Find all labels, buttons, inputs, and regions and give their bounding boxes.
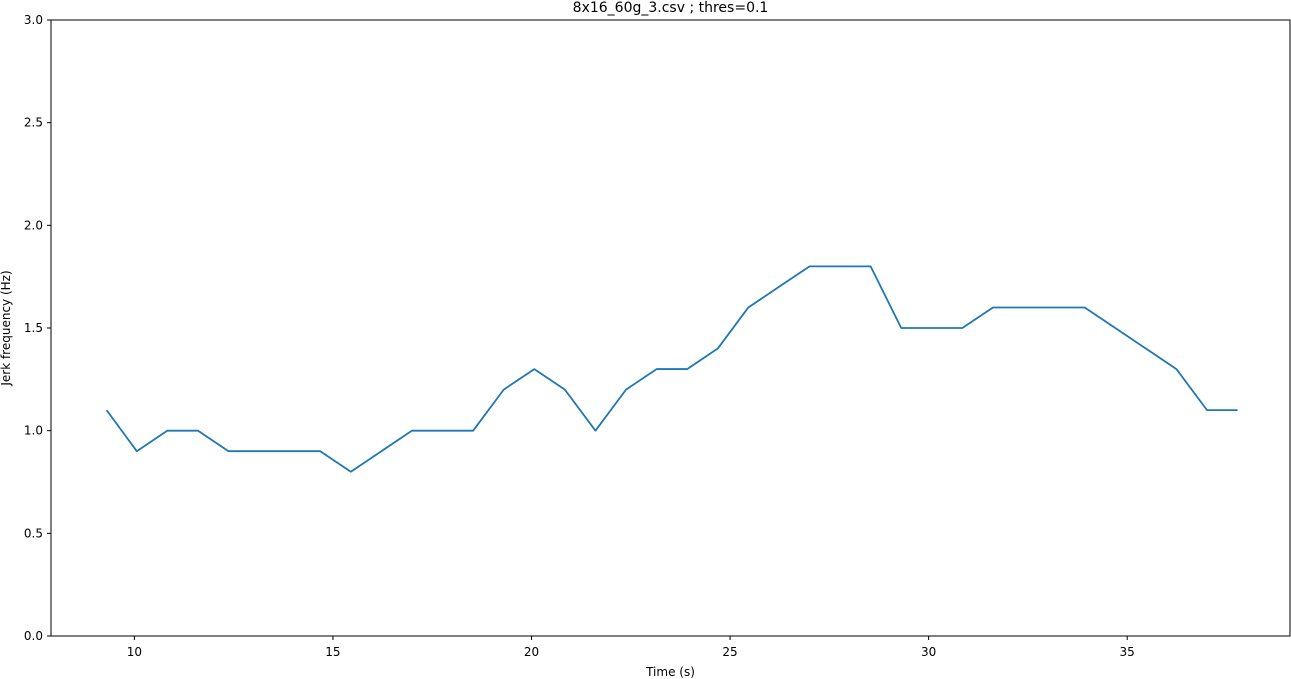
x-tick-label: 10 <box>127 645 142 659</box>
x-axis-label: Time (s) <box>645 665 695 679</box>
series-line <box>105 265 1238 473</box>
x-tick-label: 25 <box>722 645 737 659</box>
y-tick-label: 2.0 <box>24 218 43 232</box>
y-tick-label: 0.0 <box>24 629 43 643</box>
y-tick-label: 1.0 <box>24 424 43 438</box>
y-tick-label: 0.5 <box>24 526 43 540</box>
chart-title: 8x16_60g_3.csv ; thres=0.1 <box>573 0 769 16</box>
y-tick-label: 2.5 <box>24 116 43 130</box>
x-tick-label: 20 <box>524 645 539 659</box>
plot-frame <box>50 19 1291 637</box>
ticks-layer: 10 15 20 25 30 35 0.0 0.5 1.0 1.5 2.0 2.5 3.0 <box>24 13 1135 659</box>
x-tick-label: 30 <box>921 645 936 659</box>
series-layer <box>105 265 1238 473</box>
y-tick-label: 1.5 <box>24 321 43 335</box>
x-tick-label: 15 <box>325 645 340 659</box>
x-tick-label: 35 <box>1120 645 1135 659</box>
y-tick-label: 3.0 <box>24 13 43 27</box>
y-axis-label: Jerk frequency (Hz) <box>0 270 13 386</box>
